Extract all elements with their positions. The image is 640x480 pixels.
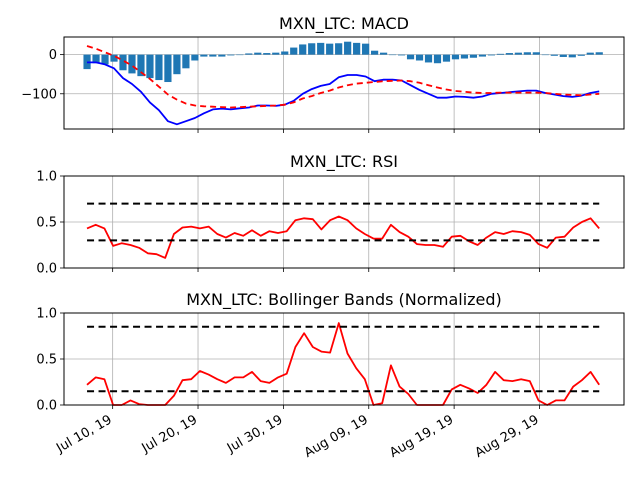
macd-axes-frame bbox=[63, 36, 625, 130]
rsi-marks bbox=[86, 202, 600, 259]
bollinger-series-line-0 bbox=[86, 322, 600, 406]
rsi-y-ticks: 0.0 0.5 1.0 bbox=[36, 170, 64, 277]
macd-histogram-bar bbox=[200, 54, 208, 57]
macd-histogram-bar bbox=[532, 52, 540, 55]
rsi-series-line-0 bbox=[86, 215, 600, 259]
macd-histogram-bar bbox=[119, 54, 127, 71]
macd-histogram-bar bbox=[415, 54, 424, 61]
macd-histogram-bar bbox=[397, 54, 406, 56]
macd-histogram-bar bbox=[406, 54, 415, 60]
macd-histogram-bar bbox=[101, 54, 109, 65]
macd-histogram-bar bbox=[469, 54, 478, 58]
macd-histogram-bar bbox=[245, 53, 253, 55]
macd-histogram-bar bbox=[568, 54, 576, 58]
macd-histogram-bar bbox=[550, 54, 558, 56]
macd-histogram-bar bbox=[110, 54, 118, 62]
macd-histogram-bar bbox=[263, 53, 271, 55]
bollinger-y-ticks: 0.0 0.5 1.0 bbox=[36, 307, 64, 414]
macd-histogram-bar bbox=[308, 43, 316, 55]
macd-histogram-bar bbox=[577, 54, 585, 56]
bollinger-marks bbox=[86, 322, 600, 406]
macd-histogram-bar bbox=[371, 50, 379, 55]
macd-histogram-bar bbox=[182, 54, 190, 69]
macd-marks bbox=[83, 41, 603, 126]
macd-y-tick-label: −100 bbox=[21, 87, 57, 102]
macd-histogram-bar bbox=[137, 54, 145, 77]
rsi-title: MXN_LTC: RSI bbox=[290, 152, 398, 172]
macd-histogram-bar bbox=[254, 52, 262, 55]
macd-histogram-bar bbox=[362, 43, 370, 55]
macd-series-line-2 bbox=[86, 45, 600, 109]
macd-histogram-bar bbox=[344, 41, 352, 55]
macd-histogram-bar bbox=[272, 52, 280, 55]
macd-histogram-bar bbox=[595, 52, 603, 55]
bollinger-x-ticks bbox=[112, 405, 540, 409]
macd-y-ticks: 0 −100 bbox=[21, 48, 64, 102]
macd-histogram-bar bbox=[218, 54, 226, 57]
macd-histogram-bar bbox=[487, 54, 496, 56]
macd-histogram-bar bbox=[155, 54, 163, 81]
macd-panel: MXN_LTC: MACD 0 −100 bbox=[21, 14, 625, 133]
macd-histogram-bar bbox=[424, 54, 433, 63]
macd-histogram-bar bbox=[299, 44, 307, 55]
macd-histogram-bar bbox=[478, 54, 487, 57]
macd-histogram-bar bbox=[128, 54, 136, 74]
macd-histogram-bar bbox=[523, 52, 531, 55]
bollinger-y-tick-label: 1.0 bbox=[36, 307, 57, 322]
macd-histogram-bar bbox=[433, 54, 442, 64]
macd-histogram-bar bbox=[290, 47, 298, 55]
macd-histogram-bar bbox=[335, 43, 343, 55]
bollinger-panel: MXN_LTC: Bollinger Bands (Normalized) 0.… bbox=[36, 290, 625, 414]
macd-histogram-bar bbox=[496, 53, 504, 55]
macd-histogram-bar bbox=[92, 54, 100, 64]
macd-histogram-bar bbox=[146, 54, 154, 79]
macd-title: MXN_LTC: MACD bbox=[279, 14, 409, 34]
macd-histogram-bar bbox=[281, 51, 289, 55]
bollinger-title: MXN_LTC: Bollinger Bands (Normalized) bbox=[186, 290, 502, 310]
macd-histogram-bar bbox=[451, 54, 460, 60]
rsi-y-tick-label: 0.0 bbox=[36, 262, 57, 277]
rsi-y-tick-label: 1.0 bbox=[36, 170, 57, 185]
macd-histogram-bar bbox=[541, 54, 549, 56]
macd-y-tick-label: 0 bbox=[49, 48, 57, 63]
rsi-y-tick-label: 0.5 bbox=[36, 216, 57, 231]
macd-histogram-bar bbox=[317, 42, 325, 55]
macd-histogram-bar bbox=[191, 54, 199, 61]
macd-histogram-bar bbox=[209, 54, 217, 57]
macd-histogram-bar bbox=[164, 54, 172, 83]
macd-histogram-bar bbox=[460, 54, 469, 59]
macd-histogram-bar bbox=[326, 43, 334, 55]
macd-histogram-bar bbox=[227, 54, 235, 56]
bollinger-y-tick-label: 0.0 bbox=[36, 399, 57, 414]
macd-x-ticks bbox=[112, 129, 540, 133]
macd-series-line-1 bbox=[87, 61, 600, 126]
macd-histogram-bar bbox=[388, 54, 397, 56]
bollinger-y-tick-label: 0.5 bbox=[36, 353, 57, 368]
macd-histogram-bar bbox=[236, 54, 244, 56]
rsi-panel: MXN_LTC: RSI 0.0 0.5 1.0 bbox=[36, 152, 625, 277]
macd-histogram-bar bbox=[442, 54, 451, 62]
macd-histogram-bar bbox=[514, 52, 522, 55]
macd-histogram-bar bbox=[559, 54, 567, 57]
macd-histogram-bar bbox=[173, 54, 181, 75]
macd-histogram-bar bbox=[379, 52, 388, 55]
macd-histogram-bar bbox=[505, 53, 513, 55]
macd-histogram-bar bbox=[353, 42, 361, 55]
rsi-x-ticks bbox=[112, 268, 540, 272]
macd-histogram-bar bbox=[586, 52, 594, 55]
